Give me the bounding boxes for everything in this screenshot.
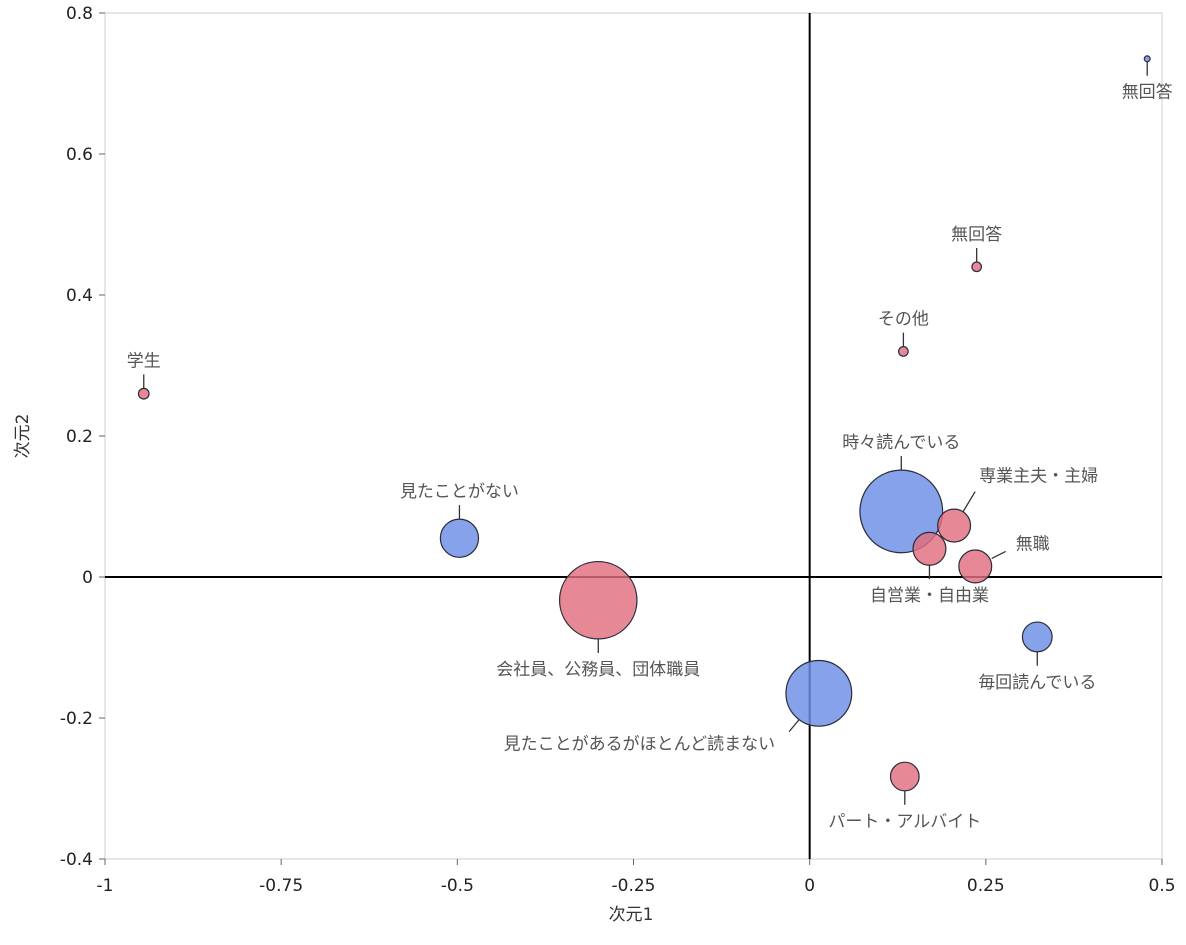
- ticks-layer: -1 -0.75 -0.5 -0.25 0 0.25 0.5 0.8 0.6 0.4 0.2 0 -0.…: [60, 4, 1176, 896]
- data-point: [1021, 621, 1053, 653]
- points-layer: [137, 55, 1151, 792]
- x-tick-label: -0.25: [612, 876, 656, 896]
- data-point: [785, 659, 853, 727]
- data-point: [137, 387, 150, 400]
- point-label: パート・アルバイト: [828, 812, 981, 832]
- point-label: 無回答: [1122, 83, 1173, 103]
- data-point: [898, 346, 909, 357]
- plot-frame: [104, 12, 1163, 860]
- y-tick-label: -0.4: [60, 850, 93, 870]
- data-point: [912, 531, 947, 566]
- x-tick-label: 0.25: [967, 876, 1005, 896]
- x-tick-label: -0.75: [259, 876, 303, 896]
- y-axis-title: 次元2: [13, 414, 33, 459]
- data-point: [1143, 55, 1151, 63]
- zero-lines: [105, 13, 1162, 859]
- label-leader-line: [991, 550, 1006, 560]
- point-label: 学生: [127, 351, 161, 371]
- y-tick-label: 0.6: [66, 145, 93, 165]
- connectors-layer: [143, 61, 1148, 805]
- point-label: 会社員、公務員、団体職員: [496, 660, 700, 680]
- x-tick-label: 0: [804, 876, 815, 896]
- data-point: [859, 469, 944, 554]
- data-point: [439, 518, 480, 558]
- point-label: 毎回読んでいる: [978, 673, 1096, 693]
- data-point: [889, 761, 920, 792]
- x-tick-label: 0.5: [1148, 876, 1175, 896]
- point-label: 自営業・自由業: [870, 586, 989, 606]
- point-label: 無回答: [951, 225, 1002, 245]
- data-point: [558, 560, 638, 640]
- point-label: 無職: [1016, 534, 1050, 554]
- data-point: [937, 508, 972, 543]
- y-tick-label: 0: [82, 568, 93, 588]
- point-label: その他: [878, 310, 929, 330]
- label-leader-line: [962, 491, 976, 512]
- point-label: 時々読んでいる: [842, 433, 960, 453]
- data-point: [971, 261, 983, 273]
- point-label: 見たことがない: [400, 482, 519, 502]
- label-leader-line: [788, 719, 800, 733]
- data-point: [958, 549, 993, 584]
- y-tick-label: -0.2: [60, 709, 93, 729]
- x-axis-title: 次元1: [609, 905, 654, 925]
- point-label: 見たことがあるがほとんど読まない: [504, 735, 776, 755]
- y-tick-label: 0.8: [66, 4, 93, 24]
- y-tick-label: 0.4: [66, 286, 93, 306]
- y-tick-label: 0.2: [66, 427, 93, 447]
- x-tick-label: -0.5: [441, 876, 474, 896]
- x-tick-label: -1: [97, 876, 114, 896]
- point-label: 専業主夫・主婦: [979, 467, 1098, 487]
